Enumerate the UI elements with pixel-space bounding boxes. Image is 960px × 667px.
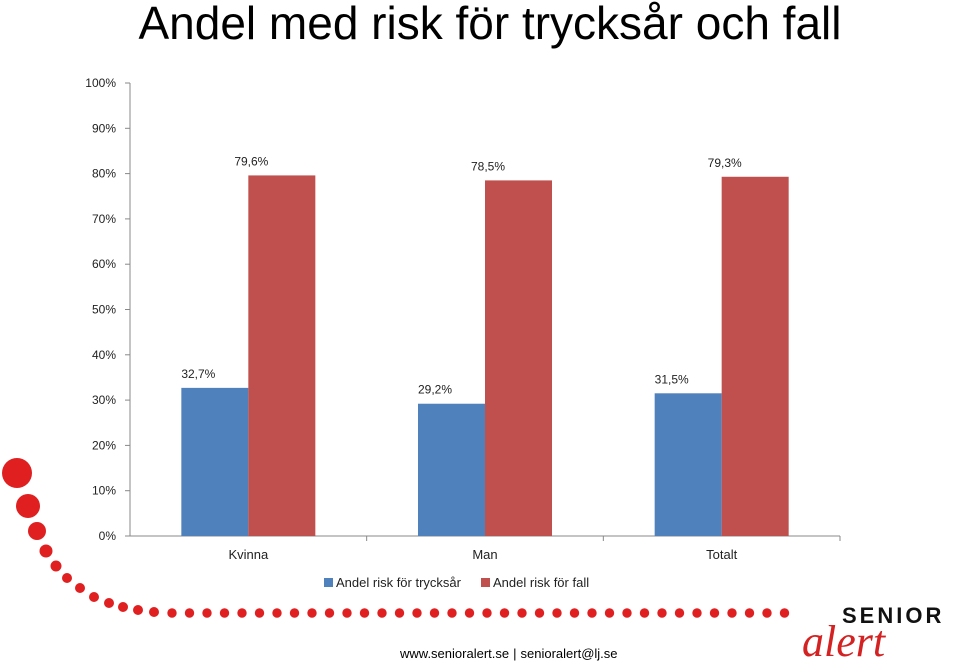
legend-swatch — [324, 578, 333, 587]
bar-fall — [721, 176, 789, 536]
decorative-dot — [16, 494, 40, 518]
decorative-dot — [89, 592, 99, 602]
decorative-dot — [377, 608, 387, 618]
data-label: 78,5% — [471, 159, 505, 173]
x-tick-label: Totalt — [706, 547, 737, 562]
x-tick-label: Man — [472, 547, 497, 562]
decorative-dot — [394, 608, 405, 618]
decorative-dot — [289, 608, 300, 618]
decorative-dot — [342, 608, 352, 618]
y-tick-label: 10% — [92, 484, 116, 498]
decorative-dot — [167, 608, 177, 618]
chart-bars: 32,7% 79,6% 29,2% 78,5% 31,5% 79,3% — [181, 154, 789, 537]
decorative-dot — [272, 608, 282, 618]
decorative-dot — [184, 608, 195, 618]
decorative-dot — [412, 608, 422, 618]
decorative-dot — [552, 608, 562, 618]
decorative-dot — [75, 583, 85, 593]
bar-fall — [485, 180, 552, 536]
decorative-dot — [517, 608, 527, 618]
decorative-dot — [482, 608, 492, 618]
x-tick-label: Kvinna — [228, 547, 269, 562]
y-tick-label: 80% — [92, 167, 116, 181]
legend-label: Andel risk för fall — [493, 575, 589, 590]
decorative-dot — [622, 608, 632, 618]
y-tick-label: 70% — [92, 212, 116, 226]
y-tick-label: 30% — [92, 393, 116, 407]
data-label: 31,5% — [655, 372, 689, 386]
decorative-dot — [692, 608, 702, 618]
data-label: 29,2% — [418, 383, 452, 397]
decorative-dot — [2, 458, 32, 488]
decorative-dot — [219, 608, 230, 618]
decorative-dot — [587, 608, 597, 618]
decorative-dot — [202, 608, 212, 618]
chart-legend: Andel risk för trycksår Andel risk för fa… — [324, 575, 589, 590]
decorative-dot — [499, 608, 510, 618]
bar-tryckar — [418, 403, 485, 536]
y-tick-label: 100% — [85, 76, 116, 90]
decorative-dot — [359, 608, 370, 618]
decorative-dot — [149, 607, 159, 617]
decorative-dot — [62, 573, 72, 583]
decorative-dot — [779, 608, 790, 618]
senior-alert-logo: SENIOR alert — [800, 602, 960, 666]
decorative-dot — [28, 522, 46, 540]
decorative-dot — [639, 608, 650, 618]
legend-label: Andel risk för trycksår — [336, 575, 462, 590]
footer-contact: www.senioralert.se | senioralert@lj.se — [400, 646, 618, 661]
y-tick-label: 60% — [92, 257, 116, 271]
y-tick-label: 40% — [92, 348, 116, 362]
bar-fall — [248, 175, 316, 537]
decorative-dot — [39, 544, 53, 558]
decorative-dot — [447, 608, 457, 618]
decorative-dot — [744, 608, 755, 618]
footer-email[interactable]: senioralert@lj.se — [520, 646, 618, 661]
decorative-dot — [50, 560, 62, 572]
decorative-dot — [254, 608, 265, 618]
footer-separator: | — [513, 646, 517, 661]
page-title: Andel med risk för trycksår och fall — [138, 0, 842, 49]
decorative-dot — [133, 605, 143, 615]
decorative-dot — [237, 608, 247, 618]
decorative-dot — [674, 608, 685, 618]
decorative-dot — [604, 608, 615, 618]
decorative-dot — [104, 598, 114, 608]
data-label: 32,7% — [181, 367, 215, 381]
logo-alert-text: alert — [802, 617, 886, 666]
decorative-dot — [118, 602, 128, 612]
decorative-dot — [464, 608, 475, 618]
bar-tryckar — [181, 387, 249, 536]
decorative-dot — [762, 608, 772, 618]
y-tick-label: 0% — [99, 529, 117, 543]
decorative-dots — [2, 458, 790, 618]
y-tick-label: 50% — [92, 303, 116, 317]
legend-swatch — [481, 578, 490, 587]
bar-tryckar — [654, 393, 722, 536]
decorative-dot — [307, 608, 317, 618]
data-label: 79,3% — [708, 156, 742, 170]
y-tick-label: 90% — [92, 121, 116, 135]
y-tick-label: 20% — [92, 438, 116, 452]
logo-senior-text: SENIOR — [842, 603, 945, 628]
data-label: 79,6% — [234, 154, 268, 168]
decorative-dot — [657, 608, 667, 618]
decorative-dot — [727, 608, 737, 618]
decorative-dot — [429, 608, 440, 618]
decorative-dot — [534, 608, 545, 618]
footer-website[interactable]: www.senioralert.se — [400, 646, 510, 661]
decorative-dot — [709, 608, 720, 618]
decorative-dot — [324, 608, 335, 618]
decorative-dot — [569, 608, 580, 618]
